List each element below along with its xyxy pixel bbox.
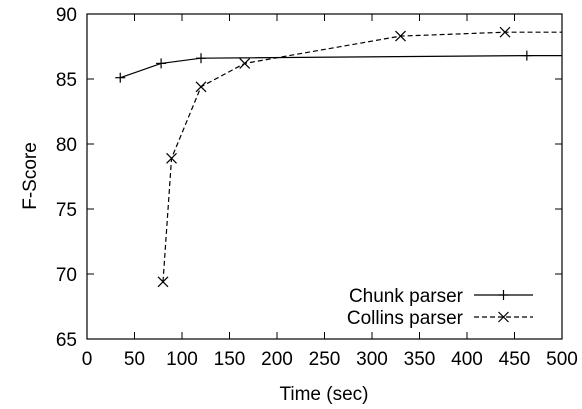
y-tick-label: 65 — [56, 330, 77, 351]
x-tick-label: 300 — [356, 349, 388, 370]
legend-entry: Chunk parser — [349, 286, 533, 307]
x-axis-title: Time (sec) — [279, 384, 368, 405]
data-point — [196, 53, 206, 64]
x-tick-label: 0 — [82, 349, 93, 370]
x-tick-label: 100 — [166, 349, 198, 370]
data-point — [157, 276, 169, 288]
series-chunk-parser — [115, 50, 562, 83]
plot-frame — [86, 13, 563, 340]
marker-stroke — [395, 30, 406, 42]
marker-stroke — [166, 152, 177, 164]
series-layer — [115, 26, 562, 288]
data-point — [395, 30, 406, 42]
marker-stroke — [195, 81, 207, 93]
data-point — [115, 72, 126, 83]
y-tick-label: 90 — [56, 5, 77, 26]
x-tick-label: 400 — [451, 349, 483, 370]
data-point — [166, 152, 177, 164]
legend-entry: Collins parser — [347, 308, 533, 329]
y-axis: 65 70 75 80 85 90 — [56, 5, 562, 351]
marker-stroke — [498, 311, 509, 323]
y-tick-label: 75 — [56, 200, 77, 221]
y-tick-label: 85 — [56, 70, 77, 91]
y-axis-title: F-Score — [20, 142, 41, 210]
data-point — [239, 57, 251, 69]
marker-stroke — [499, 26, 511, 38]
x-tick-label: 500 — [546, 349, 578, 370]
legend-label: Collins parser — [347, 308, 464, 329]
data-point — [521, 50, 532, 61]
legend-marker — [498, 311, 509, 323]
y-tick-label: 80 — [56, 135, 77, 156]
marker-stroke — [157, 276, 169, 288]
series-collins-parser — [157, 26, 562, 288]
x-axis: 0 50 100 150 200 250 300 350 400 450 500 — [82, 14, 578, 370]
data-point — [499, 26, 511, 38]
x-tick-label: 200 — [261, 349, 293, 370]
x-tick-label: 50 — [124, 349, 145, 370]
y-tick-label: 70 — [56, 265, 77, 286]
plot-border — [86, 13, 563, 340]
marker-stroke — [239, 57, 251, 69]
series-line — [162, 31, 562, 282]
legend-marker — [498, 290, 509, 300]
data-point — [195, 81, 207, 93]
x-tick-label: 150 — [214, 349, 246, 370]
x-tick-label: 450 — [499, 349, 531, 370]
x-tick-label: 350 — [404, 349, 436, 370]
x-tick-label: 250 — [309, 349, 341, 370]
legend-label: Chunk parser — [349, 286, 464, 307]
data-point — [156, 58, 167, 69]
series-line — [120, 54, 562, 79]
